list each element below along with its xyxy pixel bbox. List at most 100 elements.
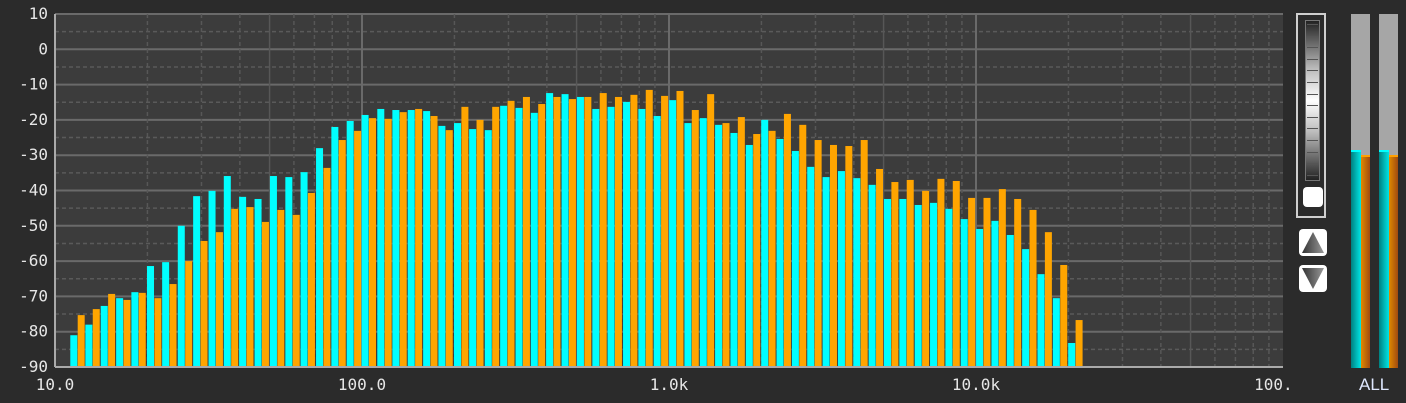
bar-left-9 <box>208 190 216 367</box>
slider-thumb[interactable] <box>1303 187 1323 207</box>
bar-left-8 <box>193 196 201 367</box>
bar-right-28 <box>507 100 515 367</box>
bar-left-24 <box>438 125 446 367</box>
slider-tick <box>1307 163 1318 165</box>
bar-right-27 <box>492 106 500 368</box>
bar-right-6 <box>169 284 177 367</box>
bar-right-45 <box>768 130 776 367</box>
bar-right-23 <box>430 116 438 367</box>
bar-left-47 <box>791 150 799 367</box>
bar-right-10 <box>231 208 239 367</box>
meter-1-right-fill <box>1360 155 1370 368</box>
bar-right-5 <box>154 298 162 367</box>
x-tick-label: 1.0k <box>650 375 689 394</box>
slider-tick <box>1307 116 1318 118</box>
slider-tick <box>1307 70 1318 72</box>
bar-right-34 <box>599 93 607 368</box>
scroll-down-button[interactable] <box>1299 265 1327 292</box>
bar-left-46 <box>776 138 784 367</box>
bar-left-11 <box>239 196 247 367</box>
scroll-up-button[interactable] <box>1299 229 1327 256</box>
range-slider[interactable] <box>1296 13 1326 218</box>
meters-label[interactable]: ALL <box>1359 375 1390 394</box>
bar-right-22 <box>415 108 423 367</box>
bar-right-65 <box>1075 320 1083 367</box>
bar-right-42 <box>722 123 730 368</box>
bar-right-33 <box>584 96 592 367</box>
bar-left-14 <box>285 177 293 367</box>
bar-left-34 <box>592 108 600 367</box>
bar-left-48 <box>807 166 815 367</box>
bar-left-20 <box>377 108 385 367</box>
bar-right-52 <box>876 168 884 367</box>
bar-left-35 <box>607 106 615 368</box>
bar-left-3 <box>116 298 124 367</box>
bar-left-55 <box>914 204 922 367</box>
bar-left-26 <box>469 129 477 367</box>
bar-left-30 <box>530 112 538 367</box>
bar-right-62 <box>1029 209 1037 367</box>
bar-right-31 <box>553 96 561 367</box>
bar-left-56 <box>930 202 938 367</box>
slider-tick <box>1307 151 1318 153</box>
bar-left-49 <box>822 177 830 367</box>
bar-left-12 <box>254 198 262 367</box>
bar-left-53 <box>883 198 891 367</box>
bar-right-0 <box>77 315 85 367</box>
bar-left-45 <box>761 119 769 368</box>
bar-left-0 <box>70 335 78 367</box>
bar-left-21 <box>392 110 400 368</box>
bar-right-55 <box>922 190 930 367</box>
bar-left-4 <box>131 292 139 367</box>
bar-right-2 <box>108 293 116 367</box>
bar-right-26 <box>476 119 484 368</box>
bar-left-65 <box>1068 342 1076 367</box>
bar-right-13 <box>277 209 285 367</box>
bar-right-11 <box>246 207 254 367</box>
bar-left-32 <box>561 94 569 368</box>
bar-left-61 <box>1006 234 1014 367</box>
bar-right-64 <box>1060 264 1068 367</box>
bar-right-63 <box>1044 232 1052 367</box>
y-tick-label: -70 <box>19 286 48 305</box>
slider-track[interactable] <box>1305 20 1320 181</box>
bar-right-54 <box>906 179 914 367</box>
bar-left-27 <box>484 130 492 367</box>
bar-right-20 <box>384 118 392 367</box>
slider-tick <box>1307 35 1318 37</box>
x-tick-label: 100.0 <box>338 375 386 394</box>
bar-left-31 <box>546 93 554 368</box>
bar-right-8 <box>200 240 208 367</box>
bar-left-18 <box>346 120 354 367</box>
bar-left-51 <box>853 178 861 367</box>
triangle-down-icon <box>1302 268 1324 289</box>
bar-left-58 <box>960 219 968 367</box>
bar-left-1 <box>85 324 93 367</box>
bar-right-12 <box>261 221 269 367</box>
bar-right-53 <box>891 182 899 367</box>
bar-right-44 <box>753 134 761 367</box>
bar-left-28 <box>500 105 508 367</box>
slider-tick <box>1307 93 1318 95</box>
bar-right-16 <box>323 167 331 367</box>
slider-tick <box>1307 105 1318 107</box>
bar-left-10 <box>223 176 231 367</box>
bar-right-19 <box>368 118 376 367</box>
bar-right-50 <box>845 146 853 367</box>
bar-right-30 <box>538 104 546 367</box>
bar-right-36 <box>630 94 638 367</box>
y-tick-label: -80 <box>19 322 48 341</box>
bar-left-43 <box>730 132 738 367</box>
meter-2-left-fill <box>1379 150 1389 368</box>
bar-right-56 <box>937 178 945 367</box>
bar-left-39 <box>669 100 677 368</box>
bar-right-43 <box>737 117 745 368</box>
x-tick-label: 10.0k <box>952 375 1001 394</box>
bar-right-51 <box>860 140 868 367</box>
y-tick-label: -60 <box>19 251 48 270</box>
bar-left-64 <box>1052 298 1060 367</box>
bar-left-25 <box>454 123 462 368</box>
y-tick-label: -10 <box>19 75 48 94</box>
bar-right-61 <box>1014 198 1022 367</box>
